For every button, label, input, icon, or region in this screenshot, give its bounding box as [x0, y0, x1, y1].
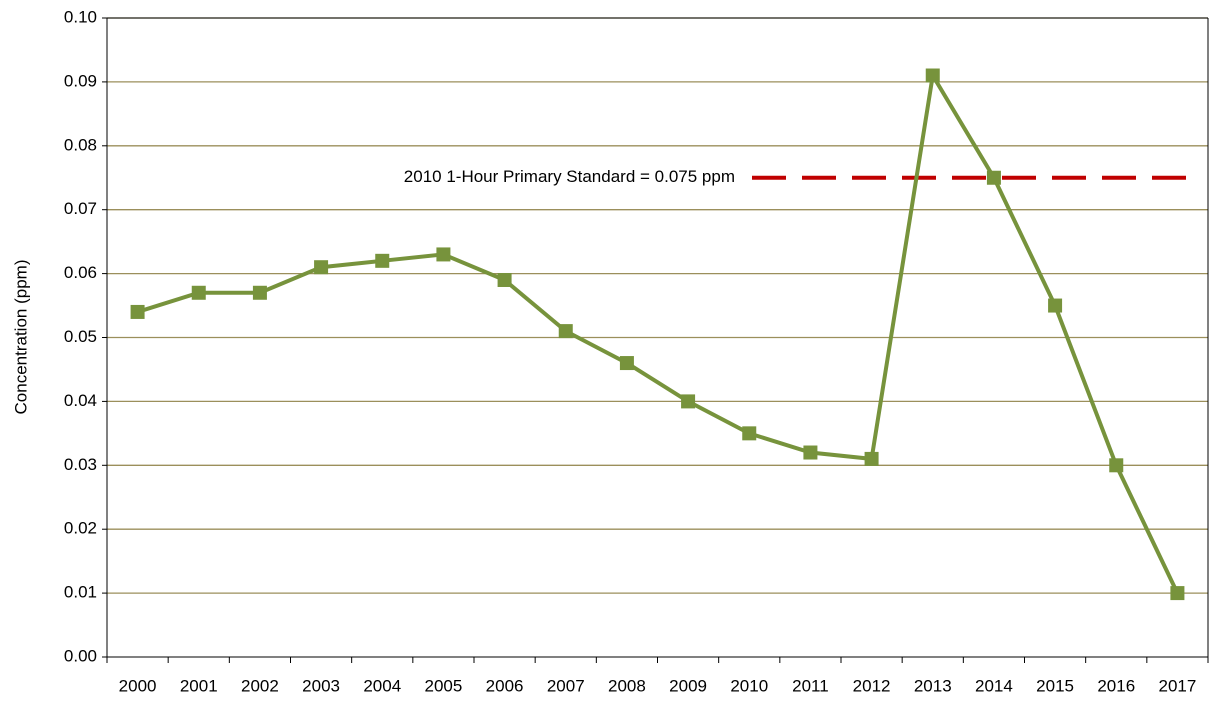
- data-point: [925, 68, 940, 83]
- x-tick-label: 2010: [730, 676, 768, 695]
- x-tick-label: 2017: [1159, 676, 1197, 695]
- x-tick-label: 2009: [669, 676, 707, 695]
- x-tick-label: 2007: [547, 676, 585, 695]
- x-tick-label: 2016: [1097, 676, 1135, 695]
- reference-label: 2010 1-Hour Primary Standard = 0.075 ppm: [404, 167, 735, 186]
- x-tick-label: 2014: [975, 676, 1013, 695]
- data-point: [314, 260, 329, 275]
- data-point: [619, 356, 634, 371]
- data-point: [1109, 458, 1124, 473]
- data-point: [558, 324, 573, 339]
- data-point: [130, 304, 145, 319]
- data-point: [1048, 298, 1063, 313]
- data-point: [375, 253, 390, 268]
- data-point: [436, 247, 451, 262]
- y-tick-label: 0.09: [64, 71, 97, 90]
- y-tick-label: 0.02: [64, 519, 97, 538]
- x-tick-label: 2004: [363, 676, 401, 695]
- x-tick-label: 2008: [608, 676, 646, 695]
- data-point: [742, 426, 757, 441]
- y-tick-label: 0.00: [64, 646, 97, 665]
- y-tick-label: 0.01: [64, 583, 97, 602]
- data-point: [864, 451, 879, 466]
- data-point: [497, 272, 512, 287]
- x-tick-label: 2013: [914, 676, 952, 695]
- data-point: [191, 285, 206, 300]
- data-point: [986, 170, 1001, 185]
- x-tick-label: 2012: [853, 676, 891, 695]
- y-tick-label: 0.03: [64, 455, 97, 474]
- data-point: [252, 285, 267, 300]
- data-point: [803, 445, 818, 460]
- x-tick-label: 2006: [486, 676, 524, 695]
- x-tick-label: 2015: [1036, 676, 1074, 695]
- x-tick-label: 2001: [180, 676, 218, 695]
- y-tick-label: 0.10: [64, 7, 97, 26]
- y-tick-label: 0.06: [64, 263, 97, 282]
- y-axis-label: Concentration (ppm): [11, 260, 30, 415]
- y-tick-label: 0.05: [64, 327, 97, 346]
- x-tick-label: 2011: [792, 676, 829, 695]
- x-tick-label: 2005: [425, 676, 463, 695]
- y-tick-label: 0.08: [64, 135, 97, 154]
- data-line: [136, 69, 1180, 594]
- x-tick-label: 2000: [119, 676, 157, 695]
- x-tick-label: 2003: [302, 676, 340, 695]
- y-tick-label: 0.07: [64, 199, 97, 218]
- y-tick-label: 0.04: [64, 391, 97, 410]
- data-point: [1170, 586, 1185, 601]
- data-point: [681, 394, 696, 409]
- x-tick-label: 2002: [241, 676, 279, 695]
